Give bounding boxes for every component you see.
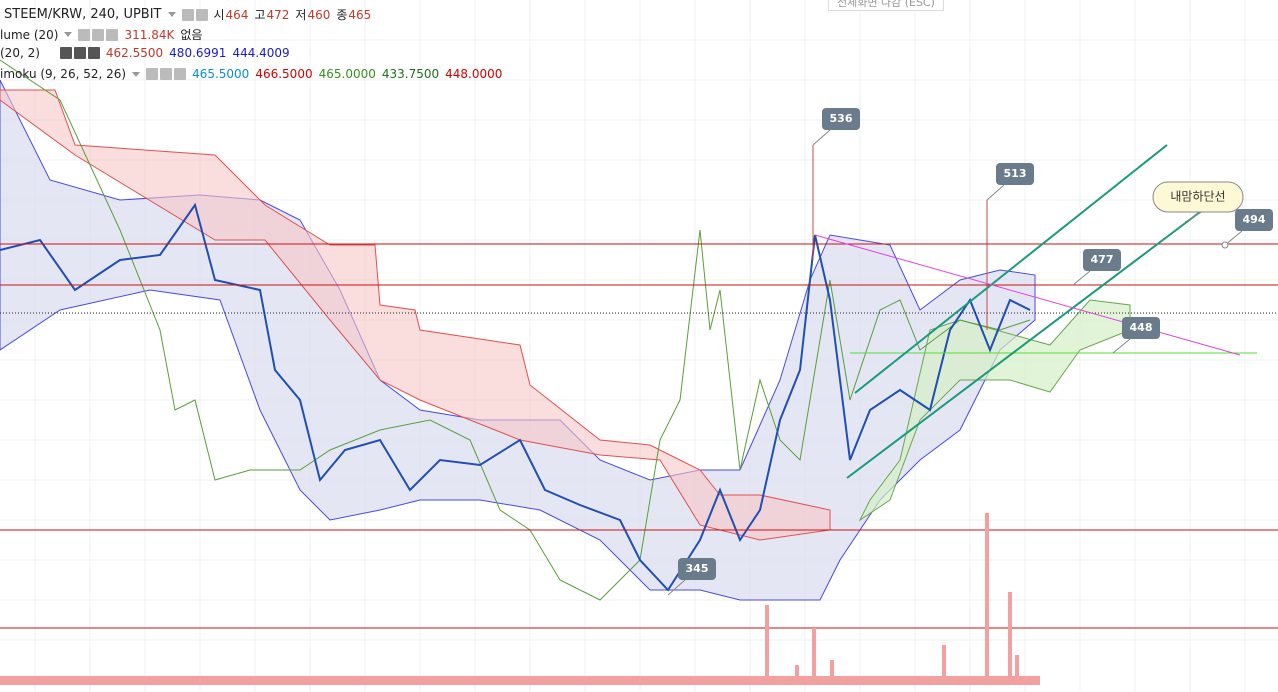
- callout: 448: [1112, 317, 1160, 354]
- callout-label: 345: [686, 562, 709, 575]
- fullscreen-hint[interactable]: 전체화면 나감 (ESC): [828, 0, 944, 11]
- icons[interactable]: [59, 47, 100, 59]
- indicator-value: 444.4009: [232, 46, 290, 60]
- ohlc-label: 종: [336, 8, 348, 22]
- ohlc-label: 시: [213, 8, 225, 22]
- price: [0, 202, 1031, 592]
- ohlc-value: 464: [225, 7, 249, 22]
- channel-lower: [846, 211, 1201, 479]
- dropdown[interactable]: [132, 71, 141, 77]
- symbol: STEEM/KRW, 240, UPBIT: [4, 7, 162, 22]
- indicator-value: 433.7500: [381, 67, 440, 81]
- volume: [0, 513, 1040, 685]
- callout: 477: [1072, 249, 1121, 286]
- callout: 513: [986, 163, 1034, 201]
- ichimoku-cloud: [0, 89, 831, 541]
- note-bubble: 내맘하단선: [1152, 181, 1244, 223]
- indicator-value: 465.5000: [192, 67, 250, 81]
- callout-label: 513: [1004, 167, 1027, 180]
- indicator-value: 462.5500: [105, 46, 164, 60]
- callout-label: 448: [1130, 321, 1153, 334]
- indicator-row: (20, 2) 462.5500 480.6991 444.4009: [0, 46, 290, 60]
- icons[interactable]: [181, 8, 208, 21]
- callout: 494: [1221, 209, 1273, 249]
- horizontal-levels: [0, 243, 1278, 629]
- indicator-name: lume (20): [0, 27, 59, 42]
- symbol-row: STEEM/KRW, 240, UPBIT 시 464 고 472 저 460 종 46…: [4, 6, 371, 23]
- callout: 345: [667, 558, 716, 596]
- callout: 536: [812, 108, 860, 146]
- indicator-value: 311.84K: [124, 27, 175, 42]
- note-label: 내맘하단선: [1170, 190, 1225, 204]
- ohlc-value: 460: [307, 7, 331, 22]
- indicator-row: lume (20) 311.84K 없음: [0, 26, 202, 43]
- callout-label: 536: [830, 112, 853, 125]
- dropdown[interactable]: [64, 32, 73, 37]
- ohlc-label: 저: [295, 8, 307, 22]
- dropdown[interactable]: [167, 12, 176, 17]
- indicator-name: (20, 2): [0, 46, 40, 60]
- icons[interactable]: [78, 28, 119, 41]
- indicator-name: imoku (9, 26, 52, 26): [0, 67, 127, 81]
- indicator-value: 480.6991: [169, 46, 227, 60]
- ohlc-value: 465: [348, 7, 372, 22]
- callout-label: 494: [1243, 213, 1266, 226]
- channel-upper: [854, 144, 1168, 394]
- trend-line: [814, 234, 1241, 356]
- ohlc-label: 고: [254, 8, 266, 22]
- indicator-value: 466.5000: [255, 67, 313, 81]
- icons[interactable]: [146, 68, 187, 80]
- indicator-value: 448.0000: [445, 67, 503, 81]
- callout-label: 477: [1091, 253, 1114, 266]
- indicator-row: imoku (9, 26, 52, 26) 465.5000 466.5000 …: [0, 67, 502, 81]
- indicator-value: 없음: [180, 28, 203, 42]
- indicator-value: 465.0000: [318, 67, 376, 81]
- callouts: 536 513 477 494 448 345 내맘하단선: [667, 108, 1273, 596]
- ohlc-value: 472: [266, 7, 290, 22]
